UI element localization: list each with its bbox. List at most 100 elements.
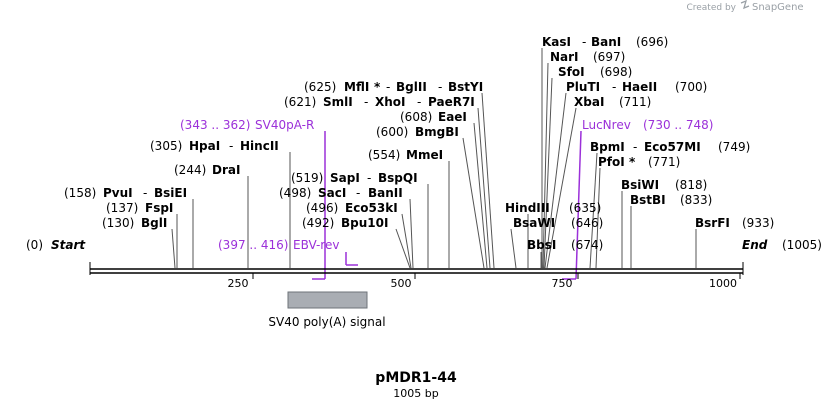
site-position: (608) xyxy=(400,110,432,124)
tick-500: 500 xyxy=(391,277,412,290)
site-position: (700) xyxy=(675,80,707,94)
credit-text: Created by xyxy=(686,3,736,13)
site-name: BanI xyxy=(591,35,621,49)
site-eco53kI[interactable]: (496) Eco53kI xyxy=(306,201,398,215)
site-name: PfoI xyxy=(598,155,625,169)
feature-label: SV40 poly(A) signal xyxy=(268,315,385,329)
primer-name: SV40pA-R xyxy=(255,118,314,132)
site-name: BsiWI xyxy=(621,178,659,192)
site-bglI[interactable]: (130) BglI xyxy=(102,216,167,230)
site-position: (519) xyxy=(291,171,323,185)
site-name: BglI xyxy=(141,216,167,230)
site-sacI[interactable]: (498) SacI - BanII xyxy=(279,186,403,200)
site-fspI[interactable]: (137) FspI xyxy=(106,201,173,215)
site-name: SacI xyxy=(318,186,346,200)
site-name: HpaI xyxy=(189,139,220,153)
tick-750: 750 xyxy=(552,277,573,290)
site-name: PluTI xyxy=(566,80,600,94)
site-name: SapI xyxy=(330,171,360,185)
svg-text:-: - xyxy=(364,95,368,109)
primer-sv40pa-r[interactable]: (343 .. 362) SV40pA-R xyxy=(180,118,314,132)
site-position: (698) xyxy=(600,65,632,79)
site-bsaWI[interactable]: BsaWI (646) xyxy=(513,216,603,230)
primer-name: LucNrev xyxy=(582,118,631,132)
site-name: Bpu10I xyxy=(341,216,388,230)
site-position: (833) xyxy=(680,193,712,207)
site-position: (600) xyxy=(376,125,408,139)
site-pluTI[interactable]: PluTI - HaeII (700) xyxy=(566,80,707,94)
site-position: (933) xyxy=(742,216,774,230)
site-position: (749) xyxy=(718,140,750,154)
site-hindIII[interactable]: HindIII (635) xyxy=(505,201,601,215)
site-bmgBI[interactable]: (600) BmgBI xyxy=(376,125,459,139)
svg-text:-: - xyxy=(143,186,147,200)
svg-text:-: - xyxy=(438,80,442,94)
primer-marks xyxy=(312,130,582,280)
backbone xyxy=(89,262,744,279)
site-name: HincII xyxy=(240,139,279,153)
site-xbaI[interactable]: XbaI (711) xyxy=(574,95,651,109)
site-kasI[interactable]: KasI - BanI (696) xyxy=(542,35,668,49)
primer-ebv-rev[interactable]: (397 .. 416) EBV-rev xyxy=(218,238,339,252)
site-bpmI[interactable]: BpmI - Eco57MI (749) xyxy=(590,140,750,154)
site-name: XbaI xyxy=(574,95,604,109)
site-bstBI[interactable]: BstBI (833) xyxy=(630,193,712,207)
svg-text:-: - xyxy=(417,95,421,109)
site-position: (625) xyxy=(304,80,336,94)
site-name: MmeI xyxy=(406,148,443,162)
site-bpu10I[interactable]: (492) Bpu10I xyxy=(302,216,388,230)
site-pvuI[interactable]: (158) PvuI - BsiEI xyxy=(64,186,187,200)
site-bsiWI[interactable]: BsiWI (818) xyxy=(621,178,707,192)
snapgene-logo-icon xyxy=(740,0,750,10)
site-position: (818) xyxy=(675,178,707,192)
start-label: Start xyxy=(51,238,86,252)
primer-range: (730 .. 748) xyxy=(643,118,713,132)
site-name: BsiEI xyxy=(154,186,187,200)
site-name: BspQI xyxy=(378,171,418,185)
site-position: (492) xyxy=(302,216,334,230)
end-label: End xyxy=(742,238,768,252)
site-sfoI[interactable]: SfoI (698) xyxy=(558,65,632,79)
site-name: Eco53kI xyxy=(345,201,398,215)
svg-text:-: - xyxy=(612,80,616,94)
site-position: (137) xyxy=(106,201,138,215)
site-bbsI[interactable]: BbsI (674) xyxy=(527,238,603,252)
tick-250: 250 xyxy=(228,277,249,290)
start-position: (0) xyxy=(26,238,43,252)
site-pfoI[interactable]: PfoI * (771) xyxy=(598,155,680,169)
site-position: (244) xyxy=(174,163,206,177)
site-name: PvuI xyxy=(103,186,133,200)
site-narI[interactable]: NarI (697) xyxy=(550,50,625,64)
site-name: BstBI xyxy=(630,193,666,207)
site-name: BsrFI xyxy=(695,216,730,230)
site-smlI[interactable]: (621) SmlI - XhoI - PaeR7I xyxy=(284,95,475,109)
site-name: Eco57MI xyxy=(644,140,701,154)
site-name: BpmI xyxy=(590,140,625,154)
site-name: BbsI xyxy=(527,238,556,252)
site-name: EaeI xyxy=(438,110,467,124)
site-bsrFI[interactable]: BsrFI (933) xyxy=(695,216,774,230)
site-name: BglII xyxy=(396,80,427,94)
site-position: (646) xyxy=(571,216,603,230)
site-draI[interactable]: (244) DraI xyxy=(174,163,240,177)
site-sapI[interactable]: (519) SapI - BspQI xyxy=(291,171,418,185)
site-name: PaeR7I xyxy=(428,95,475,109)
svg-text:-: - xyxy=(367,171,371,185)
site-name: SfoI xyxy=(558,65,585,79)
site-mflI[interactable]: (625) MflI * - BglII - BstYI xyxy=(304,80,483,94)
site-hpaI[interactable]: (305) HpaI - HincII xyxy=(150,139,279,153)
site-position: (158) xyxy=(64,186,96,200)
svg-text:-: - xyxy=(356,186,360,200)
site-mmeI[interactable]: (554) MmeI xyxy=(368,148,443,162)
site-position: (711) xyxy=(619,95,651,109)
feature-sv40-polya[interactable]: SV40 poly(A) signal xyxy=(268,291,386,329)
site-position: (305) xyxy=(150,139,182,153)
primer-range: (343 .. 362) xyxy=(180,118,250,132)
site-name: FspI xyxy=(145,201,173,215)
end-position: (1005) xyxy=(782,238,822,252)
site-eaeI[interactable]: (608) EaeI xyxy=(400,110,467,124)
primer-lucnrev[interactable]: LucNrev (730 .. 748) xyxy=(582,118,713,132)
svg-text:-: - xyxy=(633,140,637,154)
site-name: DraI xyxy=(212,163,240,177)
